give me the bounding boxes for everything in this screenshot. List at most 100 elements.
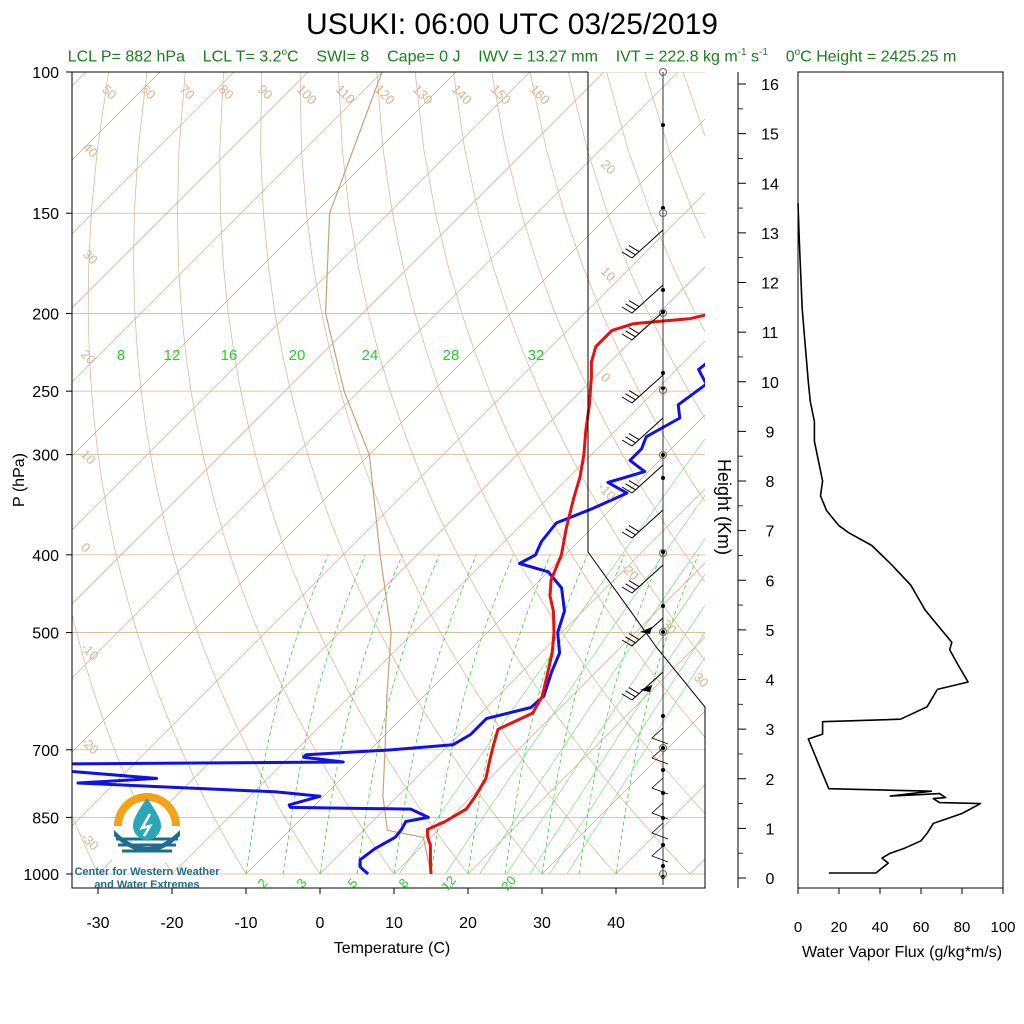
isotherm-label: 20 <box>78 347 99 368</box>
barb-calm-circle <box>659 386 667 394</box>
moist-adiabat <box>578 554 662 875</box>
iwv-value: IWV = 13.27 mm <box>478 48 598 66</box>
flux-tick-label: 100 <box>990 919 1015 936</box>
height-tick-label: 11 <box>762 325 779 342</box>
lcl-temperature: LCL T= 3.2 <box>202 48 282 66</box>
wind-barb-staff <box>631 509 664 539</box>
dry-adiabat <box>529 72 705 503</box>
wind-barb-feather <box>625 636 636 644</box>
wind-barb-feather <box>628 580 640 588</box>
mixing-ratio-label: 16 <box>221 347 238 364</box>
barb-point <box>661 550 665 554</box>
moist-adiabat <box>282 554 366 875</box>
freezing-degree-sign: o <box>794 47 801 58</box>
mixing-ratio-label: 32 <box>528 347 545 364</box>
logo-line-1: Center for Western Weather <box>74 866 220 878</box>
height-tick-label: 10 <box>761 375 779 392</box>
barb-point <box>661 843 665 847</box>
dry-adiabat <box>760 72 1024 874</box>
skew-t-frame <box>66 71 706 894</box>
wind-barb-feather <box>625 303 636 311</box>
barb-point <box>661 864 665 868</box>
cape-value: Cape= 0 J <box>387 48 461 66</box>
wind-barb-staff <box>631 564 664 594</box>
skew-t-profiles <box>72 72 705 876</box>
wind-barb-pennant <box>640 627 652 634</box>
isotherm-label: 110 <box>333 82 358 107</box>
isotherm-label: 10 <box>78 447 99 468</box>
isotherm-label: 40 <box>80 140 101 161</box>
isotherm-label: 130 <box>410 82 436 108</box>
mixing-ratio-line <box>479 538 705 875</box>
wind-barb-feather <box>628 525 640 533</box>
barb-point <box>661 714 665 718</box>
flux-tick-label: 40 <box>872 919 889 936</box>
wind-barb-feather <box>621 306 633 314</box>
dry-adiabat <box>644 72 705 240</box>
wind-barb-staff <box>631 284 664 314</box>
wind-barb-feather <box>628 433 640 441</box>
wind-barb-low <box>651 822 669 840</box>
isotherm-line <box>72 72 457 457</box>
ivt-unit-s: s <box>746 48 760 66</box>
dry-adiabat <box>133 72 321 875</box>
height-tick-label: 2 <box>766 772 775 789</box>
lcl-temperature-unit: C <box>287 48 299 66</box>
isotherm-line <box>171 340 705 875</box>
isotherm-line <box>72 192 705 827</box>
isotherm-label: 140 <box>449 82 475 108</box>
wind-barb-feather <box>621 486 633 494</box>
flux-panel-border <box>797 71 1004 889</box>
ivt-exp-1: -1 <box>737 47 747 58</box>
mixing-ratio-line <box>529 604 705 875</box>
pressure-tick-label: 1000 <box>23 867 59 884</box>
dry-adiabat <box>87 72 247 875</box>
height-tick-label: 14 <box>761 176 779 193</box>
isotherm-label: -20 <box>618 560 642 584</box>
height-tick-label: 13 <box>761 226 779 243</box>
dry-adiabat <box>836 72 1024 874</box>
dry-adiabat <box>798 72 1024 874</box>
skew-t-x-axis-label: Temperature (C) <box>334 940 450 957</box>
dry-adiabat <box>913 72 1024 874</box>
isotherm-label: 30 <box>80 247 101 268</box>
barb-point <box>661 630 665 634</box>
isotherm-line <box>72 72 235 235</box>
wind-barb-staff <box>631 417 664 447</box>
cw3e-logo-icon <box>112 793 182 862</box>
isotherm-line <box>72 72 605 605</box>
wind-barb-feather <box>628 327 640 335</box>
pressure-tick-label: 100 <box>32 65 59 82</box>
wind-barb-staff <box>631 311 664 341</box>
wind-barb-feather <box>625 690 636 698</box>
wind-barb-feather <box>621 586 633 594</box>
isotherm-label: -20 <box>78 734 102 758</box>
barb-calm-circle <box>659 628 667 636</box>
freezing-level-height: C Height = 2425.25 m <box>800 48 957 66</box>
isotherm-label: -10 <box>78 640 102 664</box>
moist-adiabat <box>393 554 477 875</box>
dry-adiabat <box>453 72 705 661</box>
isotherm-line <box>467 636 705 875</box>
height-tick-label: 8 <box>766 474 775 491</box>
pressure-tick-label: 850 <box>32 810 59 827</box>
wind-barb-feather <box>628 300 640 308</box>
barb-calm-circle <box>659 68 667 76</box>
flux-tick-label: 20 <box>831 919 848 936</box>
swi-value: SWI= 8 <box>316 48 370 66</box>
wind-barb-low <box>651 727 669 745</box>
temperature-tick-label: 40 <box>607 915 625 932</box>
mixing-ratio-label: 8 <box>117 347 125 364</box>
barb-point <box>661 604 665 608</box>
wind-barb-feather <box>621 251 633 259</box>
mixing-ratio-label: 12 <box>438 873 459 894</box>
wind-barb-feather <box>628 245 640 253</box>
height-tick-label: 7 <box>766 524 775 541</box>
barb-calm-circle <box>659 451 667 459</box>
isotherm-label: 30 <box>691 670 712 691</box>
wind-barb-staff <box>631 671 664 701</box>
wind-barb-low <box>651 802 669 820</box>
flux-tick-label: 0 <box>794 919 802 936</box>
isotherm-line <box>615 784 705 875</box>
barb-point <box>661 371 665 375</box>
